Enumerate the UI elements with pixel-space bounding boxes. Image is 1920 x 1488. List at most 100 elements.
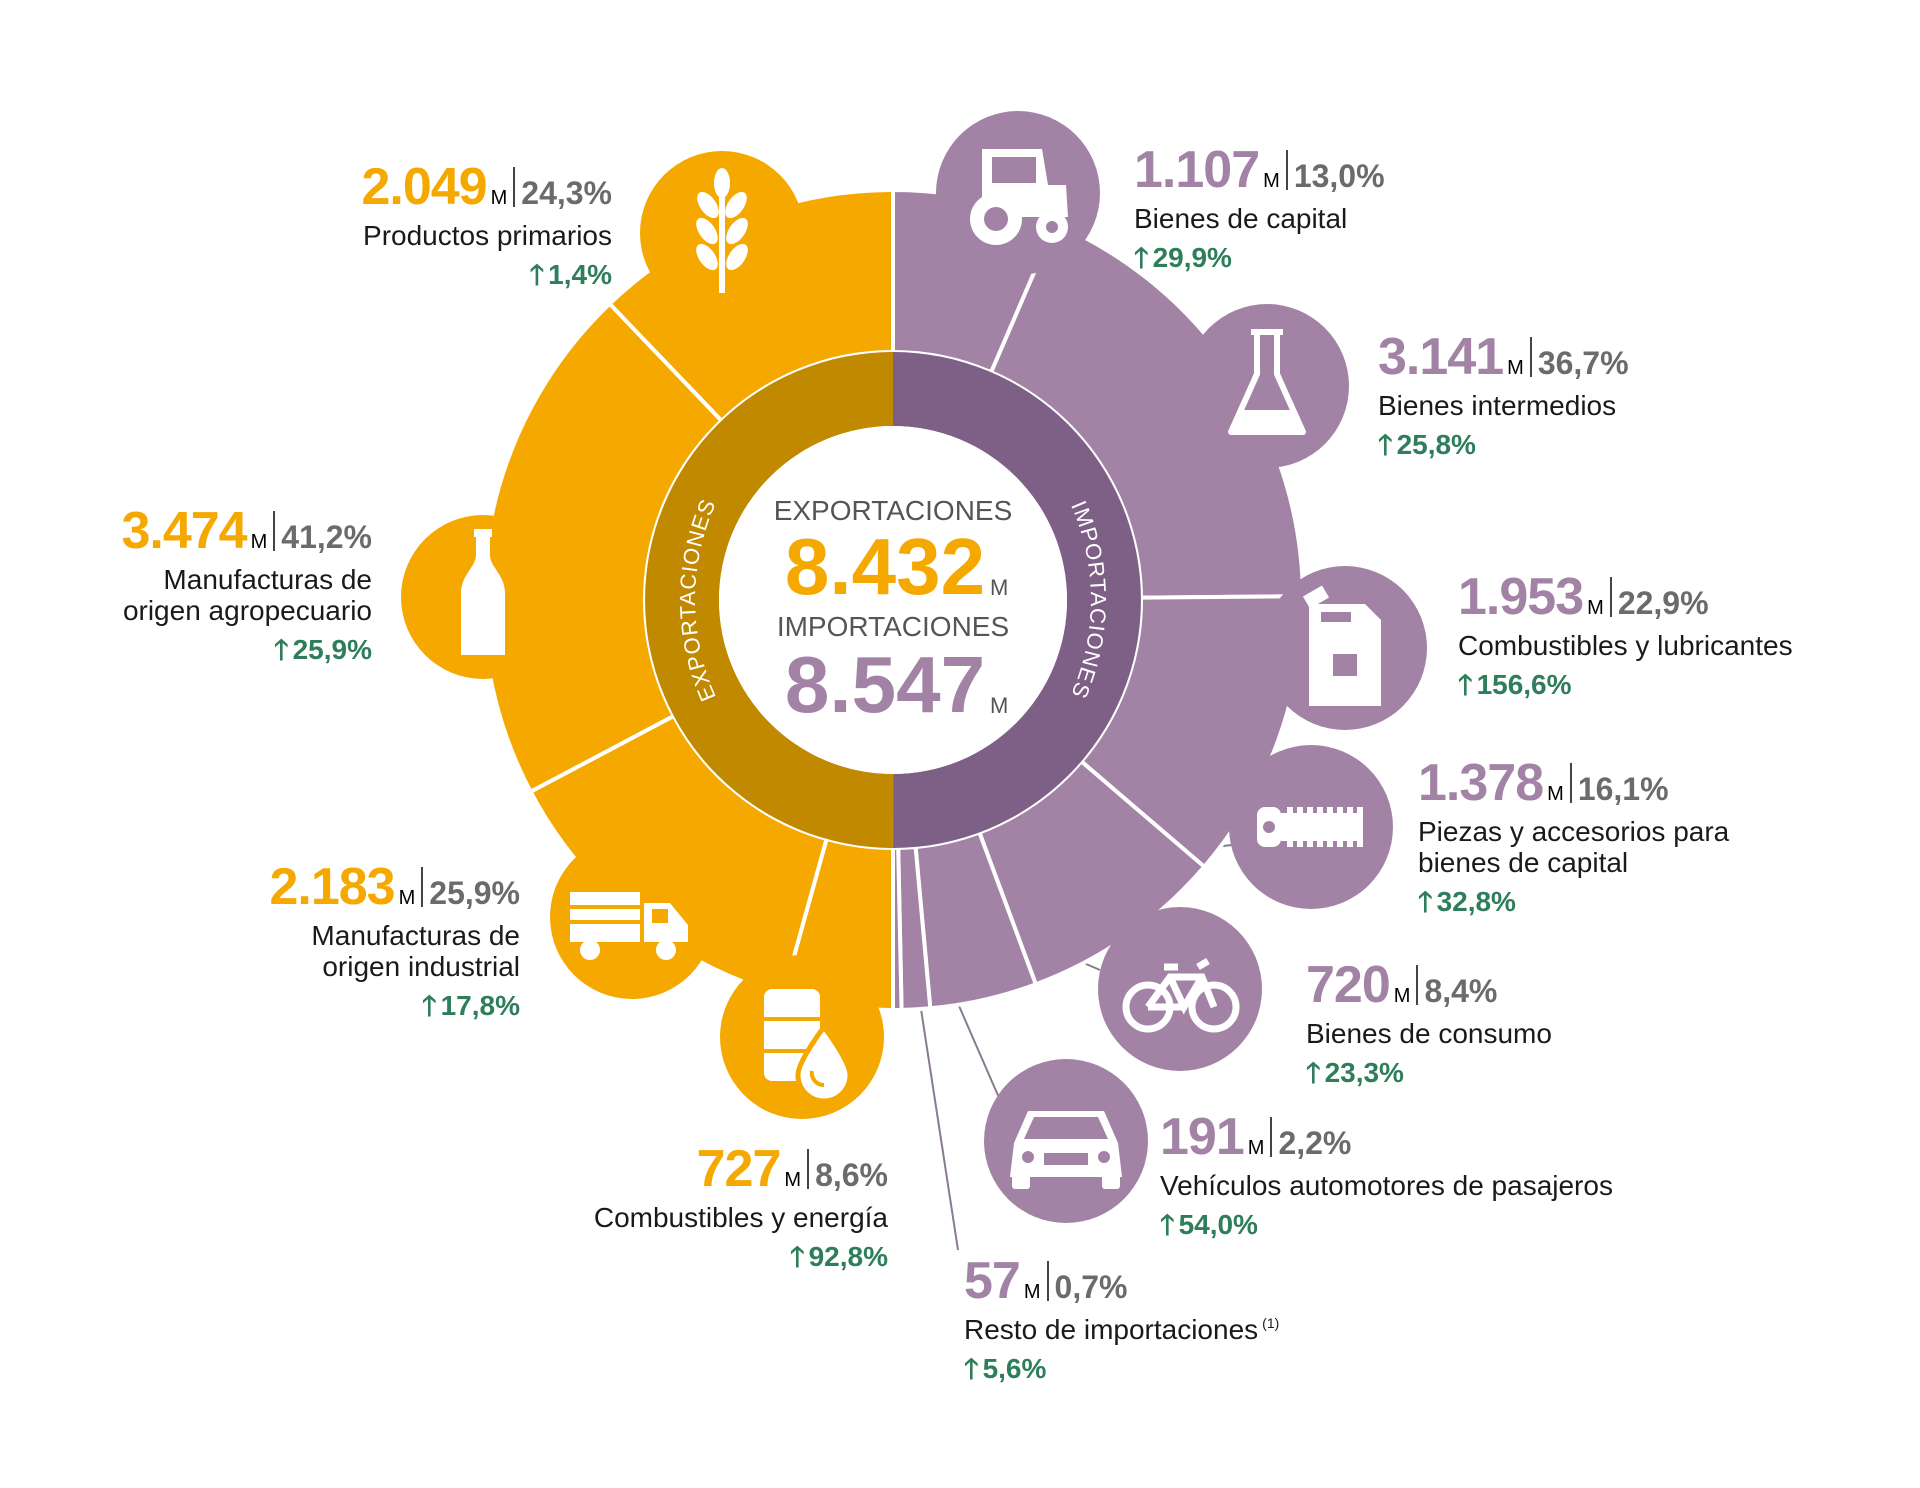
unit: M: [490, 187, 508, 209]
value: 720: [1306, 956, 1391, 1014]
oil-barrel-icon: [720, 955, 884, 1119]
value: 1.953: [1458, 568, 1584, 626]
bolt-tooth: [1297, 807, 1303, 847]
arrow-up-icon: 🡑: [1306, 1056, 1321, 1088]
car-icon: [984, 1059, 1148, 1223]
share: 25,9%: [429, 875, 520, 911]
category-manufacturas-industrial: 2.183 M 25,9% Manufacturas de origen indus…: [269, 860, 520, 1021]
arrow-up-icon: 🡑: [529, 258, 545, 290]
share: 41,2%: [281, 519, 372, 555]
slice-imports-6: [891, 845, 904, 1013]
growth: 🡑 156,6%: [1458, 668, 1572, 700]
share: 16,1%: [1577, 771, 1669, 807]
label: Combustibles y energía: [593, 1201, 888, 1233]
unit: M: [1393, 985, 1411, 1007]
arrow-up-icon: 🡑: [1418, 886, 1433, 918]
label-line-2: origen industrial: [322, 950, 520, 982]
divider: [1046, 1261, 1049, 1302]
label-line-1: Piezas y accesorios para: [1418, 815, 1730, 847]
label: Resto de importaciones (1): [964, 1313, 1280, 1345]
divider: [807, 1149, 810, 1190]
unit: M: [1023, 1281, 1041, 1303]
share: 0,7%: [1054, 1269, 1128, 1305]
category-vehiculos-pasajeros: 191 M 2,2% Vehículos automotores de pasaje…: [1160, 1110, 1613, 1239]
center-imports-value: 8.547: [785, 640, 985, 729]
share: 8,6%: [815, 1157, 888, 1193]
unit: M: [398, 887, 416, 909]
jerrycan-icon: [1263, 566, 1427, 730]
center-exports-value: 8.432: [785, 522, 985, 611]
category-combustibles-energia: 727 M 8,6% Combustibles y energía 🡑 92,8%: [594, 1142, 888, 1271]
unit: M: [250, 531, 268, 553]
bottle-icon: [401, 515, 565, 679]
wheat-icon: [640, 151, 804, 315]
share: 24,3%: [521, 175, 612, 211]
growth: 🡑 1,4%: [529, 258, 612, 290]
value: 727: [696, 1140, 782, 1198]
unit: M: [1247, 1137, 1265, 1159]
value: 2.049: [361, 158, 487, 216]
bolt-tooth: [1337, 807, 1343, 847]
value: 191: [1160, 1108, 1245, 1166]
label-line-1: Manufacturas de: [163, 563, 372, 595]
value: 2.183: [269, 858, 395, 916]
divider: [421, 867, 424, 908]
share: 8,4%: [1424, 973, 1498, 1009]
divider: [1609, 577, 1612, 618]
bolt-part-icon: [1229, 745, 1393, 909]
label: Bienes de consumo: [1306, 1017, 1552, 1049]
category-bienes-intermedios: 3.141 M 36,7% Bienes intermedios 🡑 25,8%: [1378, 330, 1629, 459]
unit: M: [1587, 597, 1604, 619]
divider: [1270, 1117, 1273, 1158]
growth: 🡑 17,8%: [422, 990, 520, 1022]
unit: M: [1547, 783, 1564, 805]
category-productos-primarios: 2.049 M 24,3% Productos primarios 🡑 1,4%: [361, 160, 612, 289]
share: 2,2%: [1278, 1125, 1352, 1161]
bolt-tooth: [1307, 807, 1313, 847]
footnote-marker: (1): [1262, 1315, 1280, 1332]
value: 3.141: [1378, 328, 1504, 386]
category-bienes-capital: 1.107 M 13,0% Bienes de capital 🡑 29,9%: [1134, 143, 1385, 272]
center-exports-label: EXPORTACIONES: [774, 495, 1013, 526]
value: 57: [964, 1252, 1021, 1310]
value: 1.107: [1134, 141, 1260, 199]
category-manufacturas-agropecuario: 3.474 M 41,2% Manufacturas de origen agrop…: [121, 504, 372, 665]
arrow-up-icon: 🡑: [964, 1352, 979, 1384]
category-bienes-consumo: 720 M 8,4% Bienes de consumo 🡑 23,3%: [1306, 958, 1552, 1087]
value: 1.378: [1418, 754, 1544, 812]
divider: [1285, 150, 1288, 191]
category-piezas-accesorios: 1.378 M 16,1% Piezas y accesorios para bie…: [1418, 756, 1729, 917]
label: Vehículos automotores de pasajeros: [1160, 1169, 1613, 1201]
center-imports-unit: M: [990, 693, 1008, 718]
label-line-1: Manufacturas de: [311, 919, 520, 951]
value: 3.474: [121, 502, 247, 560]
share: 36,7%: [1537, 345, 1629, 381]
bicycle-icon: [1098, 907, 1262, 1071]
growth: 🡑 32,8%: [1418, 886, 1516, 918]
bolt-tooth: [1287, 807, 1293, 847]
arrow-up-icon: 🡑: [1160, 1208, 1175, 1240]
growth: 🡑 54,0%: [1160, 1208, 1258, 1240]
label: Bienes de capital: [1134, 202, 1348, 234]
bolt-tooth: [1327, 807, 1333, 847]
tractor-icon: [936, 111, 1100, 275]
label-line-2: origen agropecuario: [122, 594, 372, 626]
arrow-up-icon: 🡑: [1134, 241, 1149, 273]
center-imports-label: IMPORTACIONES: [777, 611, 1009, 642]
center-exports-unit: M: [990, 575, 1008, 600]
label: Combustibles y lubricantes: [1458, 629, 1793, 661]
unit: M: [1507, 357, 1524, 379]
arrow-up-icon: 🡑: [1458, 668, 1473, 700]
inner-ring-imports: [893, 352, 1141, 848]
truck-icon: [550, 835, 714, 999]
share: 13,0%: [1293, 158, 1385, 194]
label: Productos primarios: [363, 219, 612, 251]
bolt-tooth: [1357, 807, 1363, 847]
divider: [513, 167, 516, 208]
growth: 🡑 92,8%: [790, 1240, 888, 1272]
arrow-up-icon: 🡑: [790, 1240, 805, 1272]
unit: M: [784, 1169, 802, 1191]
unit: M: [1263, 170, 1280, 192]
